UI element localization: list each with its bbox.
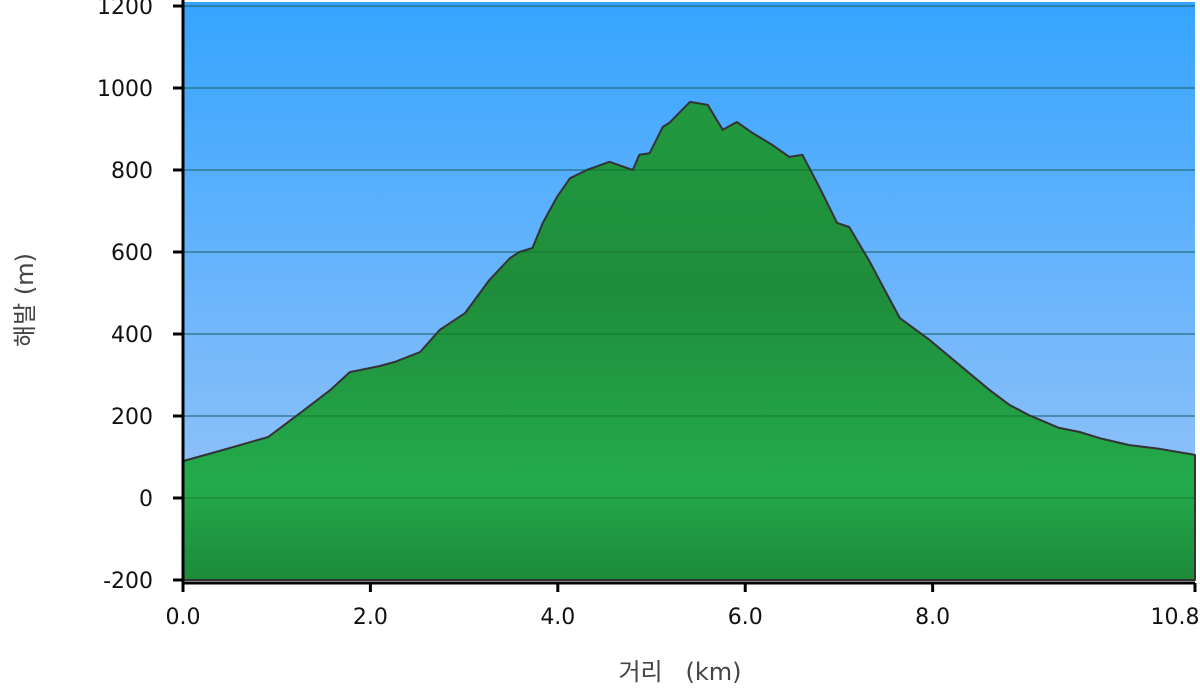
- gridlines-over-terrain: [183, 5, 1195, 499]
- x-tick-label: 0.0: [166, 605, 201, 630]
- axes: [181, 0, 1195, 585]
- y-tick-label: 0: [139, 487, 153, 512]
- x-tick-label: 2.0: [353, 605, 388, 630]
- y-tick-label: 400: [111, 323, 153, 348]
- x-axis-title: 거리 (km): [618, 658, 741, 686]
- x-tick-label: 8.0: [915, 605, 950, 630]
- y-tick-label: -200: [103, 569, 153, 594]
- y-axis-title: 해발 (m): [11, 253, 39, 347]
- x-tick-label: 10.8: [1151, 605, 1200, 630]
- x-tick-label: 6.0: [728, 605, 763, 630]
- x-tick-label: 4.0: [540, 605, 575, 630]
- x-axis-ticks: 0.0 2.0 4.0 6.0 8.0 10.8: [166, 583, 1200, 630]
- y-tick-label: 800: [111, 159, 153, 184]
- y-tick-label: 1200: [97, 0, 153, 20]
- y-tick-label: 600: [111, 241, 153, 266]
- y-axis-ticks: 1200 1000 800 600 400 200 0 -200: [97, 0, 183, 594]
- y-tick-label: 1000: [97, 77, 153, 102]
- elevation-area: [182, 100, 1196, 581]
- y-tick-label: 200: [111, 405, 153, 430]
